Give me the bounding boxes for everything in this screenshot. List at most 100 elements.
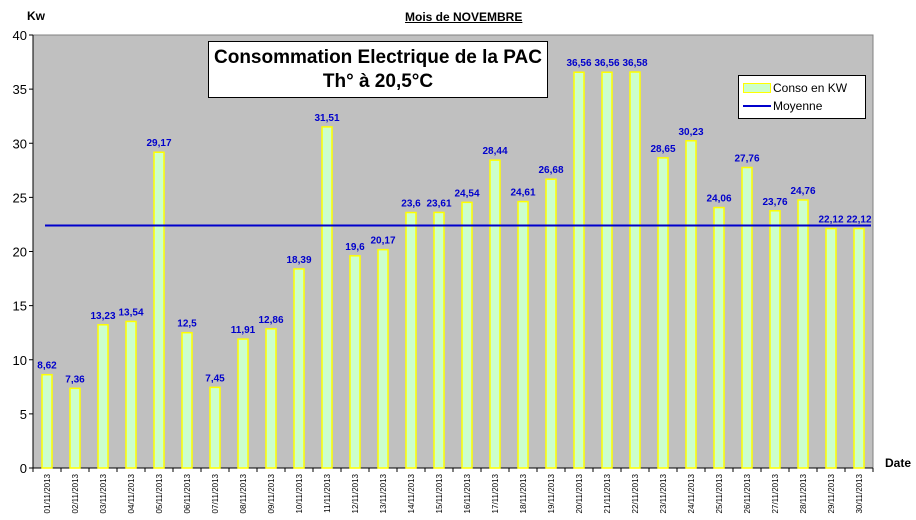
bar	[601, 71, 613, 469]
data-label: 20,17	[370, 236, 395, 247]
x-tick-label: 09/11/2013	[267, 473, 276, 513]
bar	[97, 324, 109, 469]
y-tick-label: 5	[20, 407, 27, 422]
data-label: 13,23	[90, 311, 115, 322]
data-label: 8,62	[37, 361, 57, 372]
x-tick-label: 22/11/2013	[631, 473, 640, 513]
y-tick-label: 20	[13, 245, 27, 260]
x-tick-label: 13/11/2013	[379, 473, 388, 513]
data-label: 18,39	[286, 255, 311, 266]
data-label: 36,58	[622, 58, 647, 69]
y-tick-label: 15	[13, 299, 27, 314]
data-label: 12,86	[258, 315, 283, 326]
chart-title: Consommation Electrique de la PAC	[214, 47, 542, 68]
data-label: 11,91	[231, 325, 256, 336]
data-label: 28,44	[482, 146, 507, 157]
legend-swatch-line	[743, 105, 771, 107]
bar	[825, 227, 837, 469]
data-label: 23,6	[401, 199, 421, 210]
bar	[405, 211, 417, 469]
bar	[769, 210, 781, 469]
bar	[153, 151, 165, 469]
data-label: 24,54	[454, 188, 479, 199]
bar	[69, 387, 81, 469]
bar	[797, 199, 809, 469]
bar	[209, 386, 221, 469]
data-label: 24,76	[790, 186, 815, 197]
bar	[265, 328, 277, 469]
y-axis-label: Kw	[27, 9, 45, 23]
data-label: 28,65	[650, 144, 675, 155]
chart-title-box: Consommation Electrique de la PAC Th° à …	[208, 41, 548, 98]
bar	[41, 373, 53, 469]
bar	[573, 71, 585, 469]
bar	[181, 331, 193, 469]
x-tick-label: 16/11/2013	[463, 473, 472, 513]
x-tick-label: 25/11/2013	[715, 473, 724, 513]
data-label: 24,61	[510, 188, 535, 199]
x-tick-label: 17/11/2013	[491, 473, 500, 513]
data-label: 31,51	[314, 113, 339, 124]
data-label: 26,68	[538, 165, 563, 176]
data-label: 7,36	[65, 374, 85, 385]
data-label: 12,5	[177, 319, 197, 330]
x-tick-label: 07/11/2013	[211, 473, 220, 513]
x-tick-label: 29/11/2013	[827, 473, 836, 513]
bar	[461, 201, 473, 469]
x-tick-label: 28/11/2013	[799, 473, 808, 513]
bar	[237, 338, 249, 469]
x-tick-label: 20/11/2013	[575, 473, 584, 513]
bar	[657, 157, 669, 469]
data-label: 36,56	[566, 58, 591, 69]
legend-swatch-bar	[743, 83, 771, 93]
legend-item-conso: Conso en KW	[743, 80, 847, 96]
data-label: 23,76	[762, 197, 787, 208]
x-tick-label: 26/11/2013	[743, 473, 752, 513]
data-label: 23,61	[426, 198, 451, 209]
x-tick-label: 15/11/2013	[435, 473, 444, 513]
x-tick-label: 08/11/2013	[239, 473, 248, 513]
y-tick-label: 10	[13, 353, 27, 368]
x-tick-label: 30/11/2013	[855, 473, 864, 513]
data-label: 13,54	[118, 307, 143, 318]
chart-header: Mois de NOVEMBRE	[405, 10, 523, 24]
x-tick-label: 10/11/2013	[295, 473, 304, 513]
bar	[293, 268, 305, 469]
y-tick-label: 40	[13, 28, 27, 43]
data-label: 27,76	[734, 153, 759, 164]
x-tick-label: 12/11/2013	[351, 473, 360, 513]
data-label: 29,17	[146, 138, 171, 149]
legend-label-conso: Conso en KW	[773, 81, 848, 95]
x-tick-label: 01/11/2013	[43, 473, 52, 513]
x-tick-label: 19/11/2013	[547, 473, 556, 513]
bar	[713, 206, 725, 469]
data-label: 22,12	[818, 215, 843, 226]
legend-label-moyenne: Moyenne	[773, 99, 823, 113]
x-tick-label: 18/11/2013	[519, 473, 528, 513]
chart-subtitle: Th° à 20,5°C	[322, 71, 434, 92]
legend-item-moyenne: Moyenne	[743, 98, 822, 114]
bar	[517, 200, 529, 469]
y-tick-label: 30	[13, 136, 27, 151]
bar	[685, 140, 697, 469]
data-label: 19,6	[345, 242, 365, 253]
y-tick-label: 25	[13, 190, 27, 205]
plot-area	[32, 34, 874, 469]
x-tick-label: 14/11/2013	[407, 473, 416, 513]
bar	[853, 227, 865, 469]
bar	[545, 178, 557, 469]
bar	[125, 320, 137, 469]
x-tick-label: 23/11/2013	[659, 473, 668, 513]
bar	[349, 255, 361, 469]
y-tick-label: 0	[20, 461, 27, 476]
legend: Conso en KW Moyenne	[738, 75, 866, 119]
x-tick-label: 21/11/2013	[603, 473, 612, 513]
data-label: 22,12	[846, 215, 871, 226]
x-tick-label: 11/11/2013	[323, 473, 332, 512]
bar	[321, 126, 333, 469]
bar	[741, 166, 753, 469]
x-tick-label: 03/11/2013	[99, 473, 108, 513]
x-tick-label: 27/11/2013	[771, 473, 780, 513]
x-tick-label: 04/11/2013	[127, 473, 136, 513]
x-axis-label: Date	[885, 456, 912, 470]
